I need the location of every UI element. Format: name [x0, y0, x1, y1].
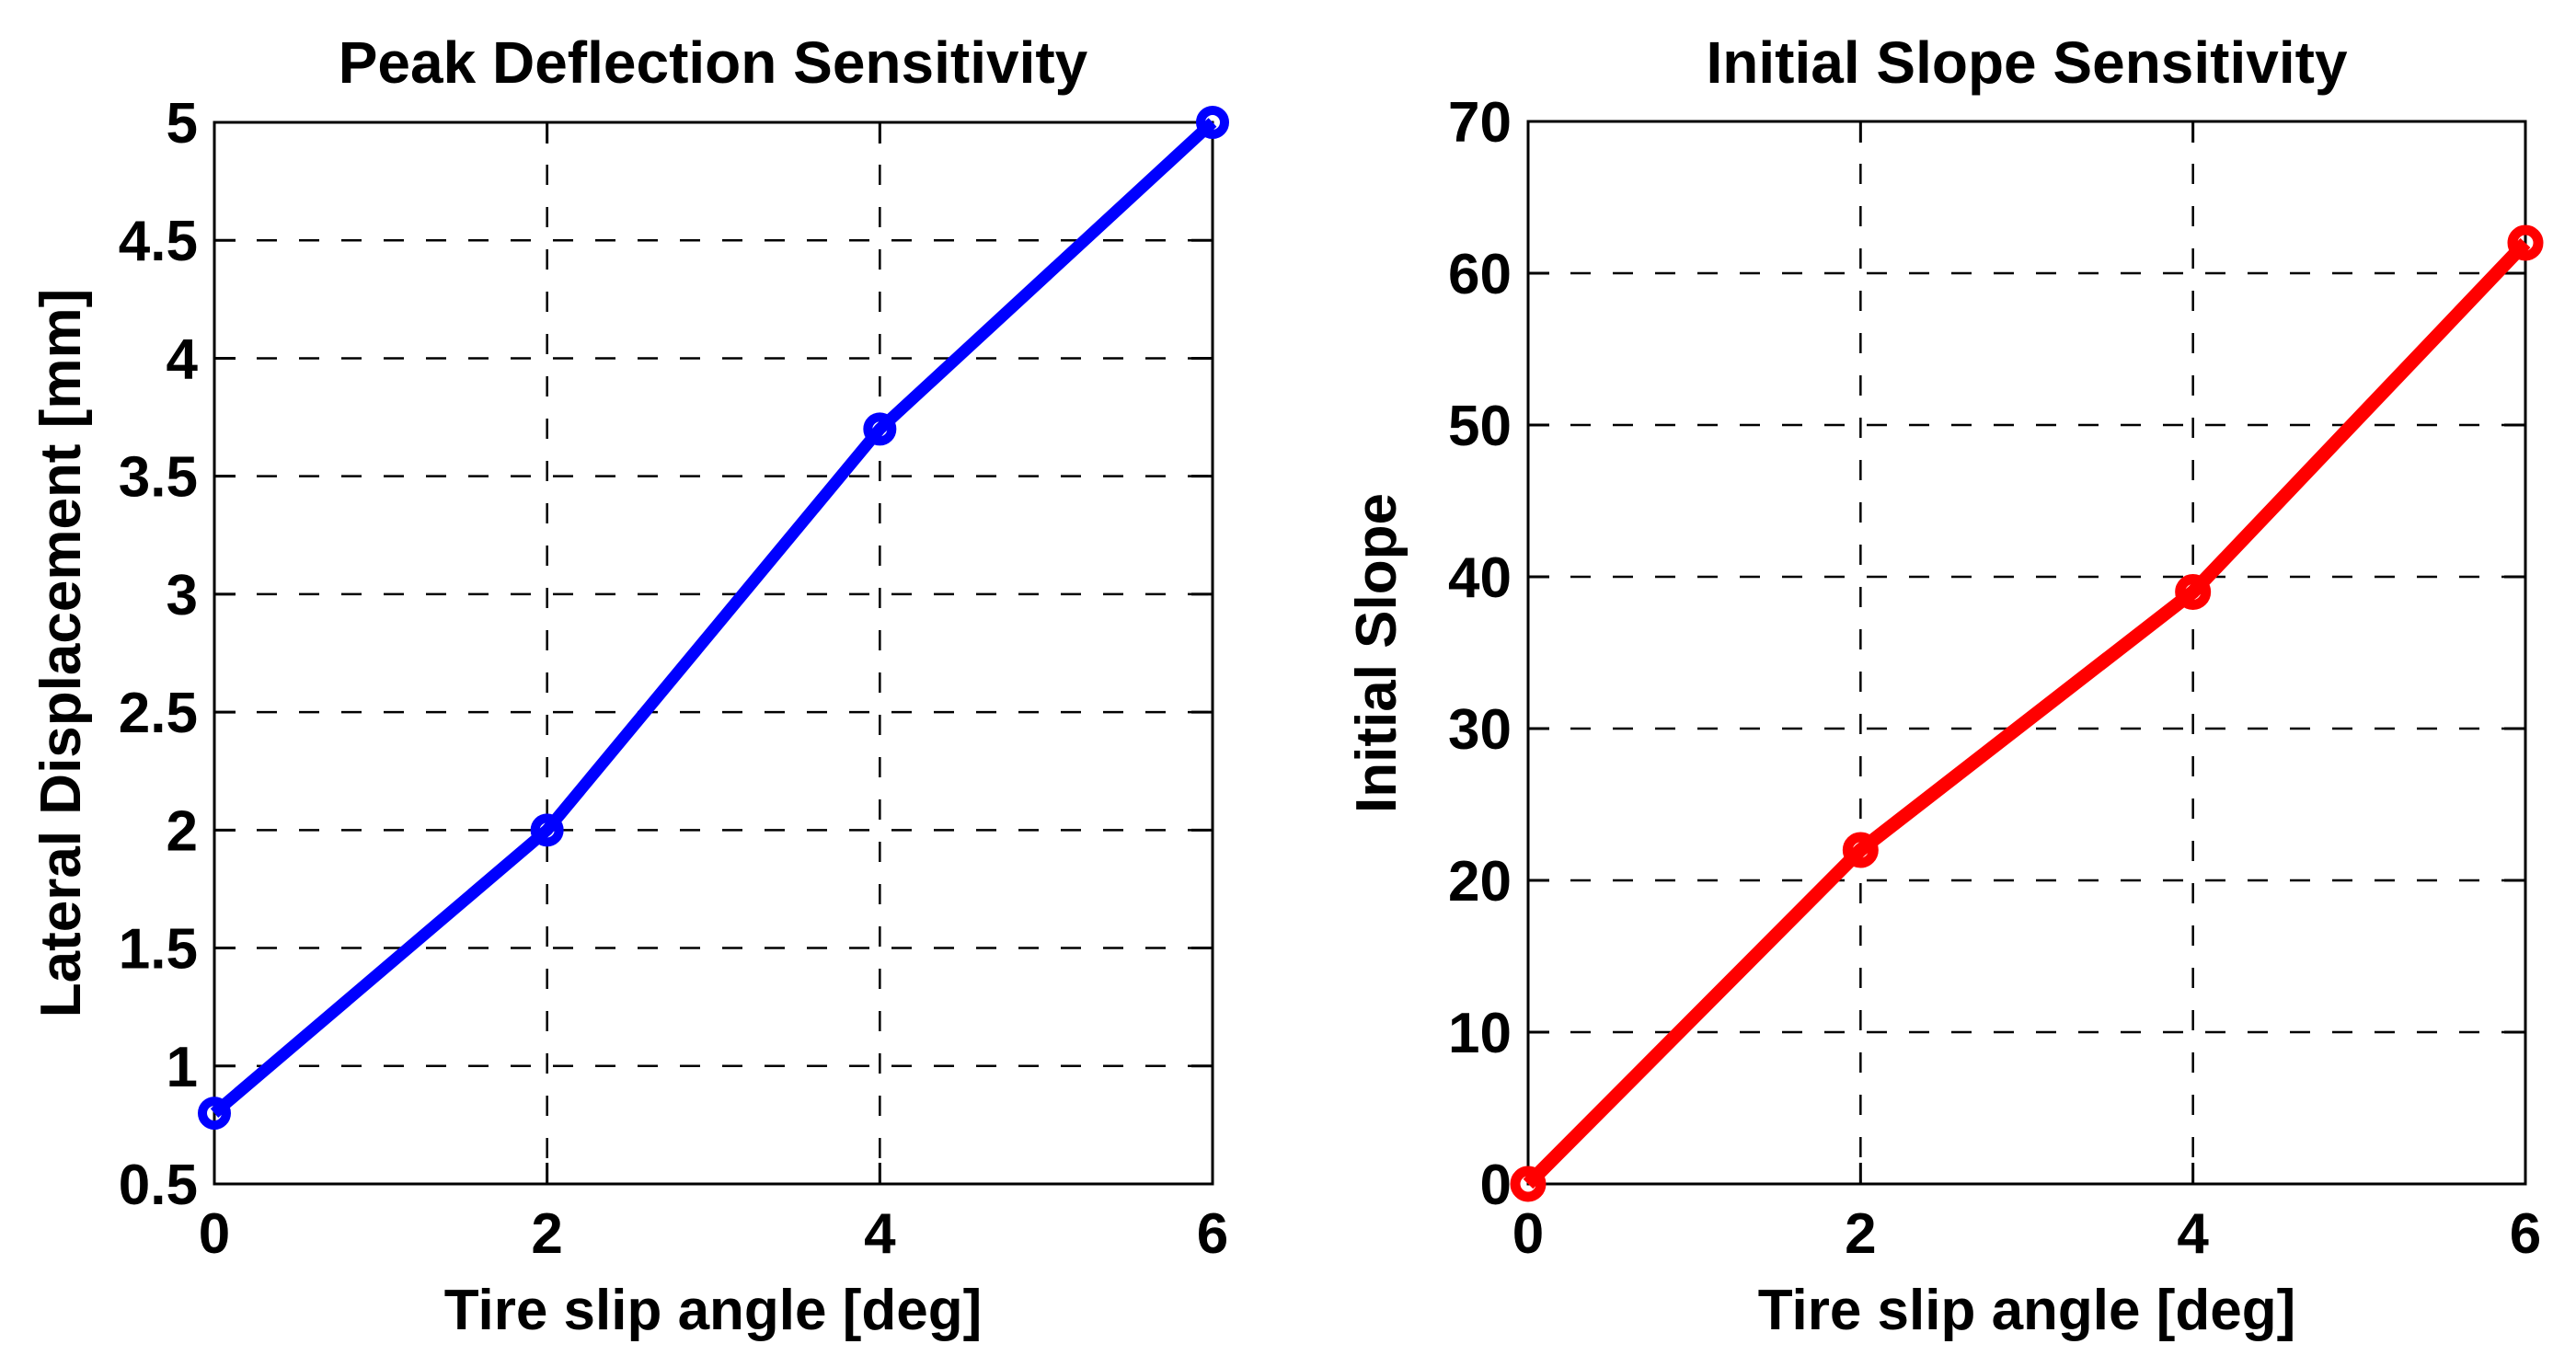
axis-box [213, 121, 1214, 1186]
plot-area: 0 2 4 6 0.5 1 1.5 2 2.5 3 3.5 4 4.5 5 [119, 92, 1229, 1266]
x-tick-label: 0 [199, 1202, 230, 1266]
x-tick-label: 6 [1197, 1202, 1228, 1266]
y-tick-label: 1.5 [119, 918, 198, 982]
x-tick-label: 6 [2510, 1202, 2541, 1266]
data-point-marker [1842, 832, 1879, 868]
y-tick-label: 0.5 [119, 1154, 198, 1217]
x-tick-label: 2 [1845, 1202, 1876, 1266]
data-line [210, 118, 1217, 1119]
x-axis-label: Tire slip angle [deg] [444, 1279, 983, 1342]
data-point-marker [2507, 224, 2544, 261]
data-point-marker [2175, 574, 2212, 610]
y-tick-label: 4 [167, 327, 199, 391]
chart-title: Initial Slope Sensitivity [1706, 29, 2347, 96]
data-point-marker [863, 412, 897, 446]
y-axis-label: Lateral Displacement [mm] [29, 289, 93, 1017]
data-point-marker [1510, 1166, 1547, 1202]
data-point-marker [1196, 106, 1229, 139]
y-tick-label: 70 [1448, 91, 1512, 155]
y-tick-label: 2 [167, 799, 198, 863]
y-tick-label: 1 [167, 1036, 198, 1099]
y-tick-label: 2.5 [119, 682, 198, 745]
x-axis-label: Tire slip angle [deg] [1758, 1279, 2296, 1342]
y-tick-label: 3 [167, 564, 198, 627]
x-tick-label: 0 [1512, 1202, 1544, 1266]
y-tick-label: 20 [1448, 850, 1512, 913]
y-tick-label: 3.5 [119, 446, 198, 510]
y-tick-label: 0 [1480, 1154, 1512, 1217]
x-tick-label: 4 [864, 1202, 896, 1266]
chart-peak-deflection: 0 2 4 6 0.5 1 1.5 2 2.5 3 3.5 4 4.5 5 Peak Deflection… [29, 29, 1229, 1342]
chart-title: Peak Deflection Sensitivity [339, 29, 1088, 96]
y-axis-label: Initial Slope [1345, 493, 1409, 813]
y-tick-label: 40 [1448, 546, 1512, 610]
x-tick-label: 2 [531, 1202, 562, 1266]
x-tick-label: 4 [2177, 1202, 2209, 1266]
y-tick-label: 50 [1448, 395, 1512, 458]
axis-box [1526, 120, 2527, 1186]
y-tick-label: 10 [1448, 1002, 1512, 1065]
y-tick-label: 5 [167, 92, 198, 155]
data-point-marker [530, 813, 564, 847]
data-line [1523, 237, 2531, 1189]
y-tick-label: 30 [1448, 698, 1512, 762]
y-tick-label: 60 [1448, 243, 1512, 306]
data-point-marker [198, 1097, 231, 1131]
y-tick-label: 4.5 [119, 210, 198, 273]
